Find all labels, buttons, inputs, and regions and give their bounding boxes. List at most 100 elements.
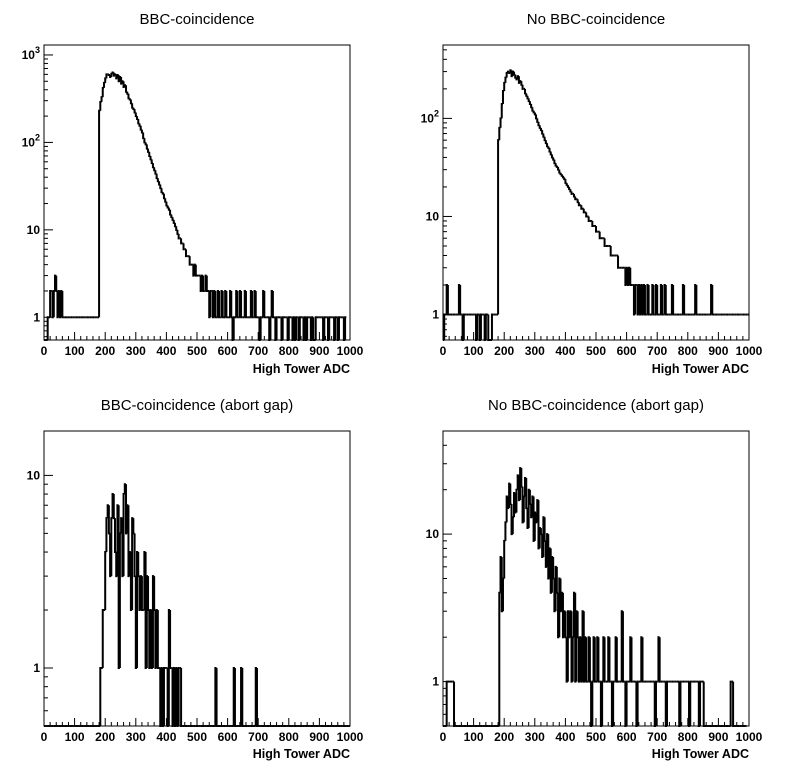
histogram-bin [621,611,625,683]
histogram-bin [521,84,524,90]
x-tick-label: 400 [156,344,176,358]
histogram-bin [501,90,505,105]
histogram-bin [500,103,503,119]
histogram-bin [244,290,248,319]
histogram-bin [173,222,177,228]
histogram-bin [577,202,581,207]
histogram-bin [609,245,612,257]
histogram-bin [184,249,188,258]
histogram-bin [543,517,546,542]
histogram-bin [658,637,661,683]
histogram-bin [524,88,527,95]
histogram-bin [161,192,164,195]
histogram-bin [306,316,309,340]
histogram-bin [552,157,555,161]
histogram-bin [132,107,135,111]
histogram-bin [150,159,153,165]
x-tick-label: 400 [555,344,575,358]
histogram-bin [695,285,698,316]
x-tick-label: 700 [248,730,268,744]
histogram-bin [504,76,507,83]
histogram-bin [148,151,151,157]
histogram-bin [542,133,545,138]
histogram-bin [563,177,566,181]
histogram-bin [139,125,142,131]
histogram-bin [595,225,598,233]
x-tick-label: 600 [617,344,637,358]
x-tick-label: 1000 [736,730,763,744]
y-tick-label: 10 [426,527,440,541]
y-tick-label: 102 [22,132,40,149]
histogram-bin [548,147,551,153]
histogram-bin [180,238,183,245]
histogram-bin [344,316,347,340]
x-tick-label: 700 [647,730,667,744]
histogram-bin [558,169,561,174]
histogram-bin [129,99,133,105]
histogram-bin [259,316,262,340]
histogram-bin [281,316,284,340]
histogram-bin [654,680,658,726]
histogram-bin [672,285,675,316]
y-tick-label: 1 [33,661,40,675]
histogram-bin [525,93,528,97]
histogram-bin [476,313,479,340]
histogram-bin [52,289,56,318]
histogram-bin [215,668,218,727]
histogram-bin [323,316,326,340]
histogram-bin [509,483,512,505]
histogram-bin [104,77,107,83]
histogram-bin [630,637,633,683]
histogram-bin [533,112,537,116]
histogram-bin [105,73,108,79]
x-tick-label: 400 [156,730,176,744]
x-axis-label: High Tower ADC [253,362,350,376]
histogram-bin [559,172,562,176]
histogram-bin [202,275,205,292]
histogram-bin [539,127,543,132]
histogram-bin [232,316,235,340]
histogram-bin [143,138,146,144]
histogram-bin [571,636,574,682]
histogram-bin [647,285,650,316]
histogram-bin [263,290,266,319]
histogram-bin [147,576,150,612]
histogram-bin [443,313,446,340]
x-tick-label: 900 [309,730,329,744]
histogram-bin [699,680,702,726]
x-tick-label: 300 [525,344,545,358]
histogram-bin [101,609,104,669]
histogram-bin [679,680,682,726]
histogram-bin [49,289,52,318]
histogram-bin [597,637,600,683]
x-tick-label: 800 [279,344,299,358]
histogram-bin [576,611,579,639]
x-tick-label: 200 [95,730,115,744]
histogram-bin [601,680,604,726]
histogram-bin [598,231,601,240]
histogram-bin [515,488,518,513]
histogram-bin [275,316,278,340]
histogram-bin [172,219,175,224]
histogram-bin [572,193,576,198]
histogram-bin [105,517,108,553]
histogram-bin [565,182,568,186]
histogram-bin [564,611,567,639]
histogram-bin [171,217,174,221]
x-tick-label: 0 [41,344,48,358]
histogram-bin [615,637,619,683]
plot-frame [442,44,750,341]
histogram-bin [498,126,501,141]
histogram-bin [588,637,592,683]
histogram-bin [528,101,532,106]
histogram-bin [269,316,272,340]
x-tick-label: 500 [586,344,606,358]
histogram-bin [538,125,541,129]
x-tick-label: 400 [555,730,575,744]
histogram-bin [570,191,573,195]
histogram-bin [334,316,337,340]
histogram-bin [110,72,113,77]
x-tick-label: 600 [617,730,637,744]
histogram-bin [514,74,517,79]
